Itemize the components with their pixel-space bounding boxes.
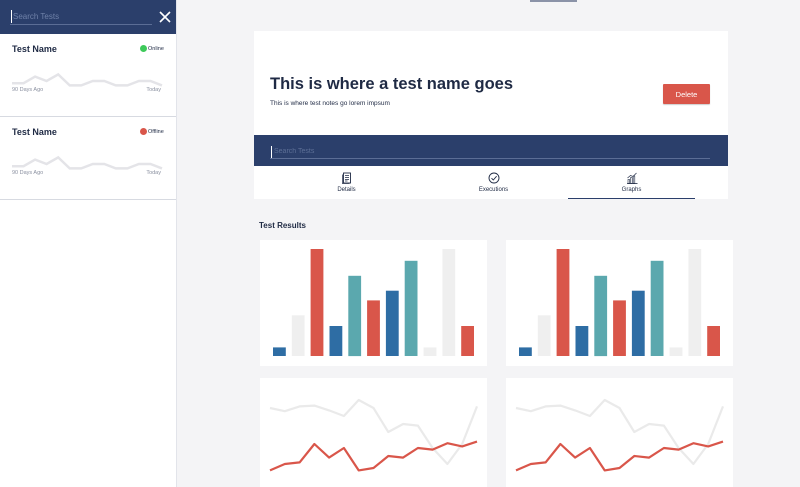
line-chart-card (260, 378, 487, 487)
document-icon (341, 172, 351, 184)
bar[interactable] (575, 326, 589, 356)
bar[interactable] (310, 249, 324, 356)
bar[interactable] (669, 347, 683, 356)
test-header-card: This is where a test name goes This is w… (254, 31, 728, 199)
bar-chart (273, 249, 474, 357)
bar[interactable] (631, 290, 645, 356)
status-label: Offline (148, 129, 164, 135)
trend-sparkline (12, 155, 163, 170)
bar[interactable] (613, 300, 626, 356)
delete-button[interactable]: Delete (663, 84, 710, 104)
bar[interactable] (556, 249, 570, 356)
bar[interactable] (367, 300, 380, 356)
bar[interactable] (348, 275, 362, 357)
line-series (269, 398, 479, 466)
test-list-item[interactable]: Test Name Offline 90 Days Ago Today (0, 117, 176, 200)
bar[interactable] (519, 347, 532, 356)
search-input[interactable] (270, 145, 710, 159)
bar[interactable] (707, 326, 720, 356)
bar[interactable] (385, 290, 399, 356)
bar[interactable] (329, 326, 343, 356)
sidebar-search-input[interactable] (10, 9, 152, 25)
test-list-item[interactable]: Test Name Online 90 Days Ago Today (0, 34, 176, 117)
bar[interactable] (537, 315, 551, 356)
test-name: Test Name (12, 44, 57, 54)
bar[interactable] (650, 260, 664, 356)
range-start-label: 90 Days Ago (12, 170, 44, 176)
sparkline-series (12, 155, 163, 170)
tab-details[interactable]: Details (283, 166, 410, 199)
search-band (254, 135, 728, 166)
line-series (269, 440, 478, 472)
bar-chart (519, 249, 720, 357)
line-series (515, 440, 724, 472)
bar-chart-card (260, 240, 487, 366)
bar-chart-icon (626, 172, 637, 184)
tab-label: Details (337, 187, 356, 193)
bar[interactable] (461, 326, 474, 356)
scroll-indicator (530, 0, 577, 2)
range-start-label: 90 Days Ago (12, 87, 44, 93)
line-chart (269, 398, 479, 472)
bar-chart-card (506, 240, 733, 366)
bar[interactable] (404, 260, 418, 356)
test-name: Test Name (12, 127, 57, 137)
line-series (515, 398, 725, 466)
sidebar: Test Name Online 90 Days Ago Today Test … (0, 0, 177, 487)
close-icon[interactable] (158, 10, 172, 24)
tab-bar: Details Executions Graphs (254, 166, 728, 199)
bar[interactable] (273, 347, 286, 356)
text-cursor (271, 146, 272, 158)
section-title: Test Results (259, 221, 306, 230)
status-label: Online (148, 46, 164, 52)
status-dot (140, 128, 147, 135)
bar[interactable] (688, 249, 702, 356)
line-chart (515, 398, 725, 472)
check-circle-icon (488, 172, 499, 184)
text-cursor (11, 10, 12, 23)
tab-graphs[interactable]: Graphs (568, 166, 695, 199)
trend-sparkline (12, 72, 163, 87)
sparkline-series (12, 72, 163, 87)
range-end-label: Today (146, 87, 161, 93)
tab-label: Executions (478, 187, 509, 193)
bar[interactable] (442, 249, 456, 356)
line-chart-card (506, 378, 733, 487)
bar[interactable] (291, 315, 305, 356)
bar[interactable] (594, 275, 608, 357)
tab-executions[interactable]: Executions (430, 166, 557, 199)
test-notes: This is where test notes go lorem impsum (270, 100, 390, 107)
sidebar-search-bar (0, 0, 176, 34)
tab-label: Graphs (621, 187, 642, 193)
bar[interactable] (423, 347, 437, 356)
range-end-label: Today (146, 170, 161, 176)
status-dot (140, 45, 147, 52)
page-title: This is where a test name goes (270, 75, 514, 93)
